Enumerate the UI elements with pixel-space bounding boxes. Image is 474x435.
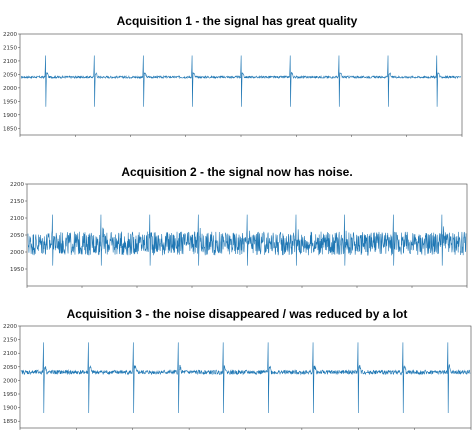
y-tick-label: 2000	[3, 378, 17, 384]
y-tick-label: 2050	[3, 365, 17, 371]
signal-line	[20, 55, 462, 107]
y-tick-label: 1950	[3, 99, 17, 105]
chart-1-title: Acquisition 1 - the signal has great qua…	[116, 14, 358, 28]
y-tick-label: 2000	[3, 86, 17, 92]
y-tick-label: 2200	[10, 182, 24, 188]
chart-1-frame	[19, 33, 463, 136]
y-tick-label: 2200	[3, 324, 17, 330]
signal-line	[20, 342, 471, 414]
chart-3-frame	[19, 325, 472, 429]
y-tick-label: 1950	[3, 392, 17, 398]
y-tick-label: 2200	[3, 32, 17, 38]
signal-line	[27, 214, 467, 266]
y-tick-label: 2100	[10, 216, 24, 222]
chart-3: 1850 1900 1950 2000 2050 2100 2150 2200	[3, 324, 472, 430]
y-tick-label: 2050	[10, 233, 24, 239]
y-tick-label: 1900	[3, 406, 17, 412]
chart-1: 1850 1900 1950 2000 2050 2100 2150 2200	[3, 32, 463, 137]
y-tick-label: 1850	[3, 126, 17, 132]
y-tick-label: 2150	[3, 338, 17, 344]
chart-3-title: Acquisition 3 - the noise disappeared / …	[66, 307, 408, 321]
y-tick-label: 2100	[3, 59, 17, 65]
chart-2: 1950 2000 2050 2100 2150 2200	[10, 182, 468, 288]
y-tick-label: 2150	[3, 45, 17, 51]
y-tick-label: 2100	[3, 351, 17, 357]
y-tick-label: 1850	[3, 419, 17, 425]
chart-2-title: Acquisition 2 - the signal now has noise…	[121, 165, 353, 179]
y-tick-label: 1900	[3, 113, 17, 119]
y-tick-label: 1950	[10, 267, 24, 273]
y-tick-label: 2050	[3, 72, 17, 78]
y-tick-label: 2150	[10, 199, 24, 205]
y-tick-label: 2000	[10, 250, 24, 256]
